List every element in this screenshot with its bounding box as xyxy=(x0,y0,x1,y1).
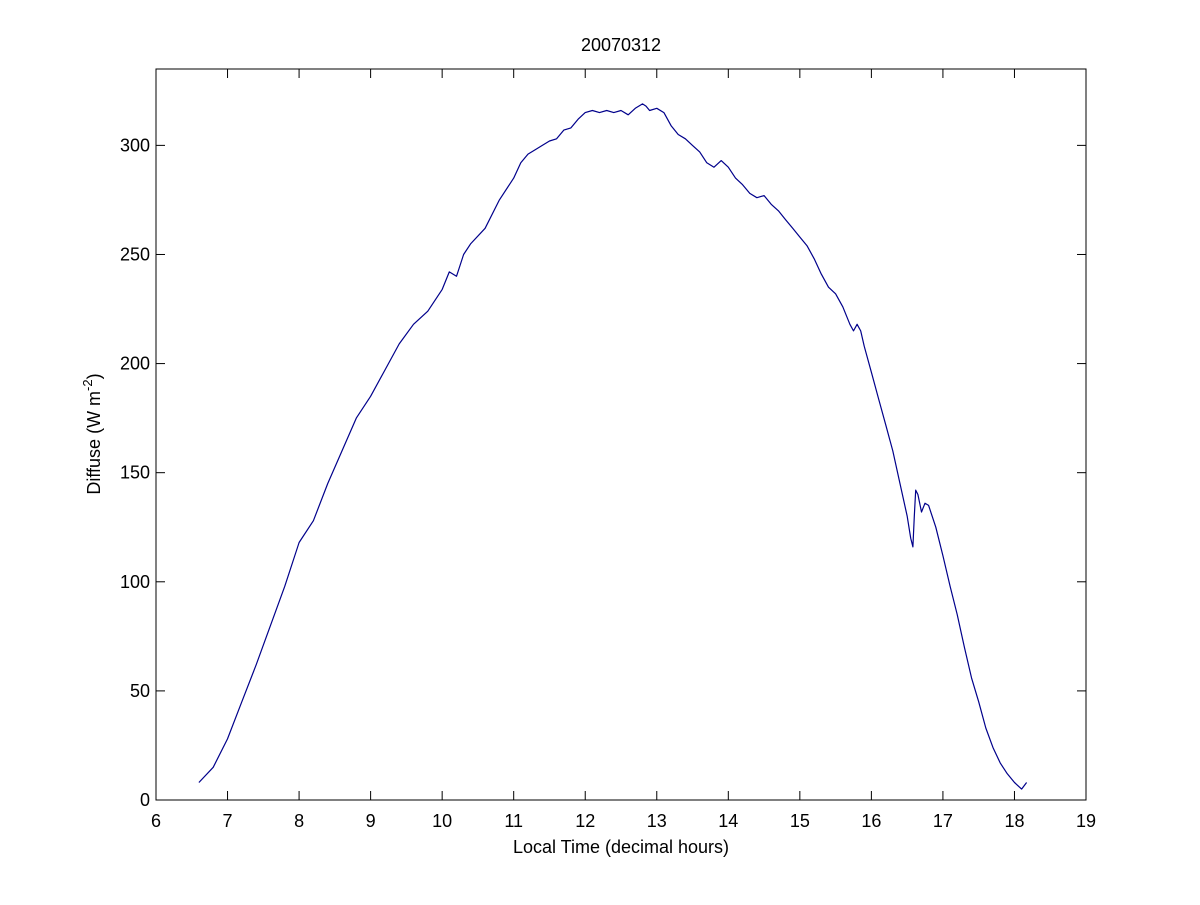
x-tick-label: 12 xyxy=(575,811,595,831)
x-tick-label: 15 xyxy=(790,811,810,831)
x-tick-label: 7 xyxy=(223,811,233,831)
plot-area xyxy=(155,68,1087,801)
y-tick-label: 150 xyxy=(120,463,150,483)
y-axis-label: Diffuse (W m-2) xyxy=(80,373,104,494)
y-axis-label-superscript: -2 xyxy=(80,379,95,391)
y-tick-label: 50 xyxy=(130,681,150,701)
x-tick-label: 11 xyxy=(504,811,523,831)
chart-title: 20070312 xyxy=(581,35,661,55)
x-tick-label: 8 xyxy=(294,811,304,831)
series-layer xyxy=(198,103,1028,790)
x-tick-label: 19 xyxy=(1076,811,1096,831)
x-axis-label: Local Time (decimal hours) xyxy=(513,837,729,857)
y-tick-label: 200 xyxy=(120,354,150,374)
y-tick-label: 250 xyxy=(120,244,150,264)
x-tick-label: 14 xyxy=(718,811,738,831)
series-line xyxy=(198,103,1028,790)
y-axis-label-suffix: ) xyxy=(84,373,104,379)
x-tick-label: 10 xyxy=(432,811,452,831)
y-tick-label: 300 xyxy=(120,135,150,155)
y-axis-ticks: 0 50 100 150 200 250 300 xyxy=(120,135,1086,810)
x-tick-label: 13 xyxy=(647,811,667,831)
y-axis-label-main: Diffuse (W m xyxy=(84,391,104,495)
y-tick-label: 0 xyxy=(140,790,150,810)
x-tick-label: 6 xyxy=(151,811,161,831)
x-tick-label: 18 xyxy=(1004,811,1024,831)
x-tick-label: 17 xyxy=(933,811,953,831)
y-tick-label: 100 xyxy=(120,572,150,592)
x-axis-ticks: 6 7 8 9 10 11 12 13 14 15 16 17 18 19 xyxy=(151,69,1096,831)
x-tick-label: 16 xyxy=(861,811,881,831)
x-tick-label: 9 xyxy=(366,811,376,831)
